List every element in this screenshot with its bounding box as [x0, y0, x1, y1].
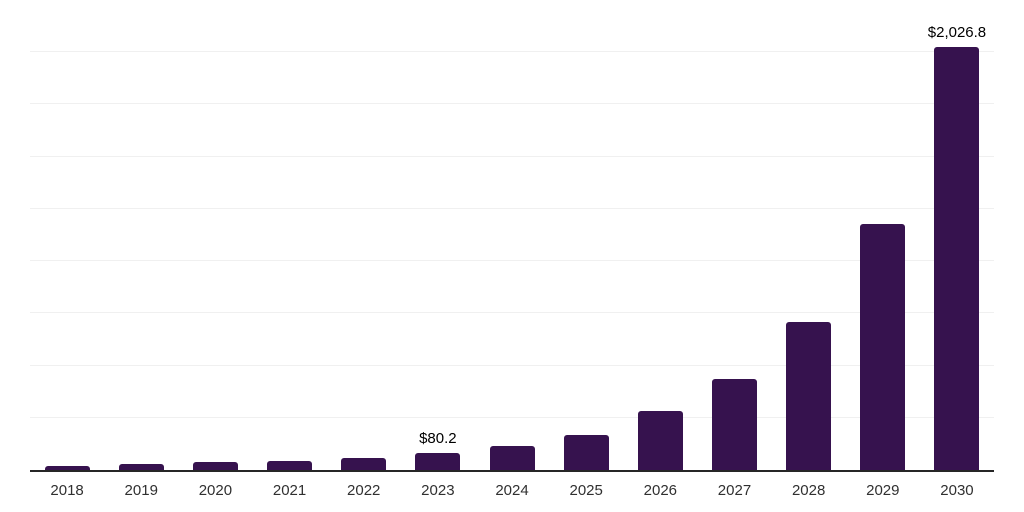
tick-label-2018: 2018 [50, 482, 84, 499]
bar-slot-2023: $80.2 [401, 0, 475, 470]
plot-area: $80.2 $2,026.8 [30, 0, 994, 472]
bar-slot-2027 [697, 0, 771, 470]
tick-label-2028: 2028 [791, 482, 826, 499]
tick-label-2021: 2021 [272, 482, 307, 499]
value-label-2030: $2,026.8 [927, 23, 987, 41]
bar-2019[interactable] [118, 464, 164, 470]
bar-2024[interactable] [489, 445, 535, 470]
bar-slot-2026 [623, 0, 697, 470]
bar-2022[interactable] [341, 457, 387, 470]
tick-label-2019: 2019 [124, 482, 158, 499]
value-label-2023: $80.2 [419, 430, 457, 448]
tick-label-2027: 2027 [717, 482, 752, 499]
tick-label-2029: 2029 [866, 482, 900, 499]
bar-slot-2024 [475, 0, 549, 470]
gridline [30, 51, 994, 53]
gridline [30, 260, 994, 262]
tick-label-2022: 2022 [347, 482, 381, 499]
bar-2030[interactable]: $2,026.8 [928, 24, 986, 470]
bar-2025[interactable] [563, 434, 609, 470]
bar-slot-2030: $2,026.8 [920, 0, 994, 470]
bar-2020[interactable] [192, 462, 238, 470]
x-axis-labels: 2018 2019 2020 2021 2022 2023 2024 2025 2026 2027… [30, 480, 994, 502]
gridline [30, 207, 994, 209]
gridline [30, 416, 994, 418]
bar-slot-2019 [104, 0, 178, 470]
gridline [30, 364, 994, 366]
bar-2026[interactable] [637, 410, 683, 470]
bar-2027[interactable] [711, 378, 757, 470]
bars-row: $80.2 $2,026.8 [30, 0, 994, 470]
bar-slot-2025 [549, 0, 623, 470]
tick-label-2020: 2020 [198, 482, 233, 499]
gridline [30, 103, 994, 105]
gridline [30, 312, 994, 314]
bar-2029[interactable] [860, 223, 906, 470]
bar-slot-2022 [327, 0, 401, 470]
bar-slot-2029 [846, 0, 920, 470]
bar-slot-2021 [252, 0, 326, 470]
tick-label-2025: 2025 [569, 482, 603, 499]
tick-label-2024: 2024 [495, 482, 529, 499]
gridline [30, 155, 994, 157]
bar-2023[interactable]: $80.2 [415, 430, 461, 470]
bar-slot-2018 [30, 0, 104, 470]
bar-slot-2020 [178, 0, 252, 470]
bar-2018[interactable] [44, 465, 90, 470]
bar-2028[interactable] [786, 321, 832, 470]
bar-slot-2028 [772, 0, 846, 470]
tick-label-2023: 2023 [421, 482, 455, 499]
bar-2021[interactable] [267, 461, 313, 470]
tick-label-2026: 2026 [643, 482, 678, 499]
tick-label-2030: 2030 [940, 482, 974, 499]
